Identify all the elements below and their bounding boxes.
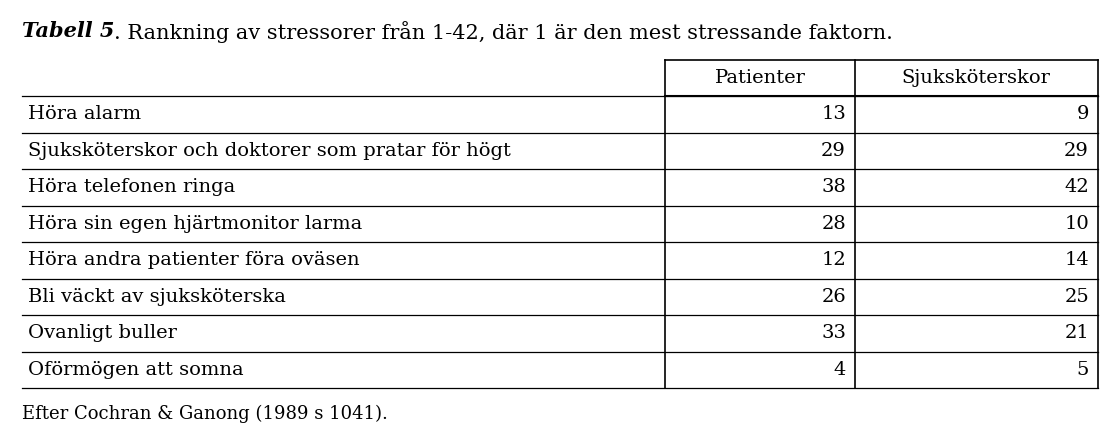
Text: Patienter: Patienter <box>715 69 805 87</box>
Text: Höra alarm: Höra alarm <box>28 105 141 124</box>
Text: Efter Cochran & Ganong (1989 s 1041).: Efter Cochran & Ganong (1989 s 1041). <box>22 405 389 423</box>
Text: 29: 29 <box>821 142 846 160</box>
Text: 42: 42 <box>1064 178 1089 197</box>
Text: 26: 26 <box>821 288 846 306</box>
Text: 28: 28 <box>821 215 846 233</box>
Text: 9: 9 <box>1076 105 1089 124</box>
Text: 12: 12 <box>821 251 846 269</box>
Text: Höra sin egen hjärtmonitor larma: Höra sin egen hjärtmonitor larma <box>28 215 362 233</box>
Text: Sjuksköterskor: Sjuksköterskor <box>902 69 1051 87</box>
Text: 5: 5 <box>1076 361 1089 379</box>
Text: Ovanligt buller: Ovanligt buller <box>28 324 177 342</box>
Text: 10: 10 <box>1064 215 1089 233</box>
Text: 4: 4 <box>833 361 846 379</box>
Text: 21: 21 <box>1064 324 1089 342</box>
Text: 14: 14 <box>1064 251 1089 269</box>
Text: 25: 25 <box>1064 288 1089 306</box>
Text: Sjuksköterskor och doktorer som pratar för högt: Sjuksköterskor och doktorer som pratar f… <box>28 142 511 160</box>
Text: 29: 29 <box>1064 142 1089 160</box>
Text: Höra telefonen ringa: Höra telefonen ringa <box>28 178 235 197</box>
Text: 38: 38 <box>821 178 846 197</box>
Text: Oförmögen att somna: Oförmögen att somna <box>28 361 243 379</box>
Text: 13: 13 <box>821 105 846 124</box>
Text: . Rankning av stressorer från 1-42, där 1 är den mest stressande faktorn.: . Rankning av stressorer från 1-42, där … <box>114 21 893 43</box>
Text: 33: 33 <box>821 324 846 342</box>
Text: Tabell 5: Tabell 5 <box>22 21 114 41</box>
Text: Bli väckt av sjuksköterska: Bli väckt av sjuksköterska <box>28 288 286 306</box>
Text: Höra andra patienter föra oväsen: Höra andra patienter föra oväsen <box>28 251 360 269</box>
